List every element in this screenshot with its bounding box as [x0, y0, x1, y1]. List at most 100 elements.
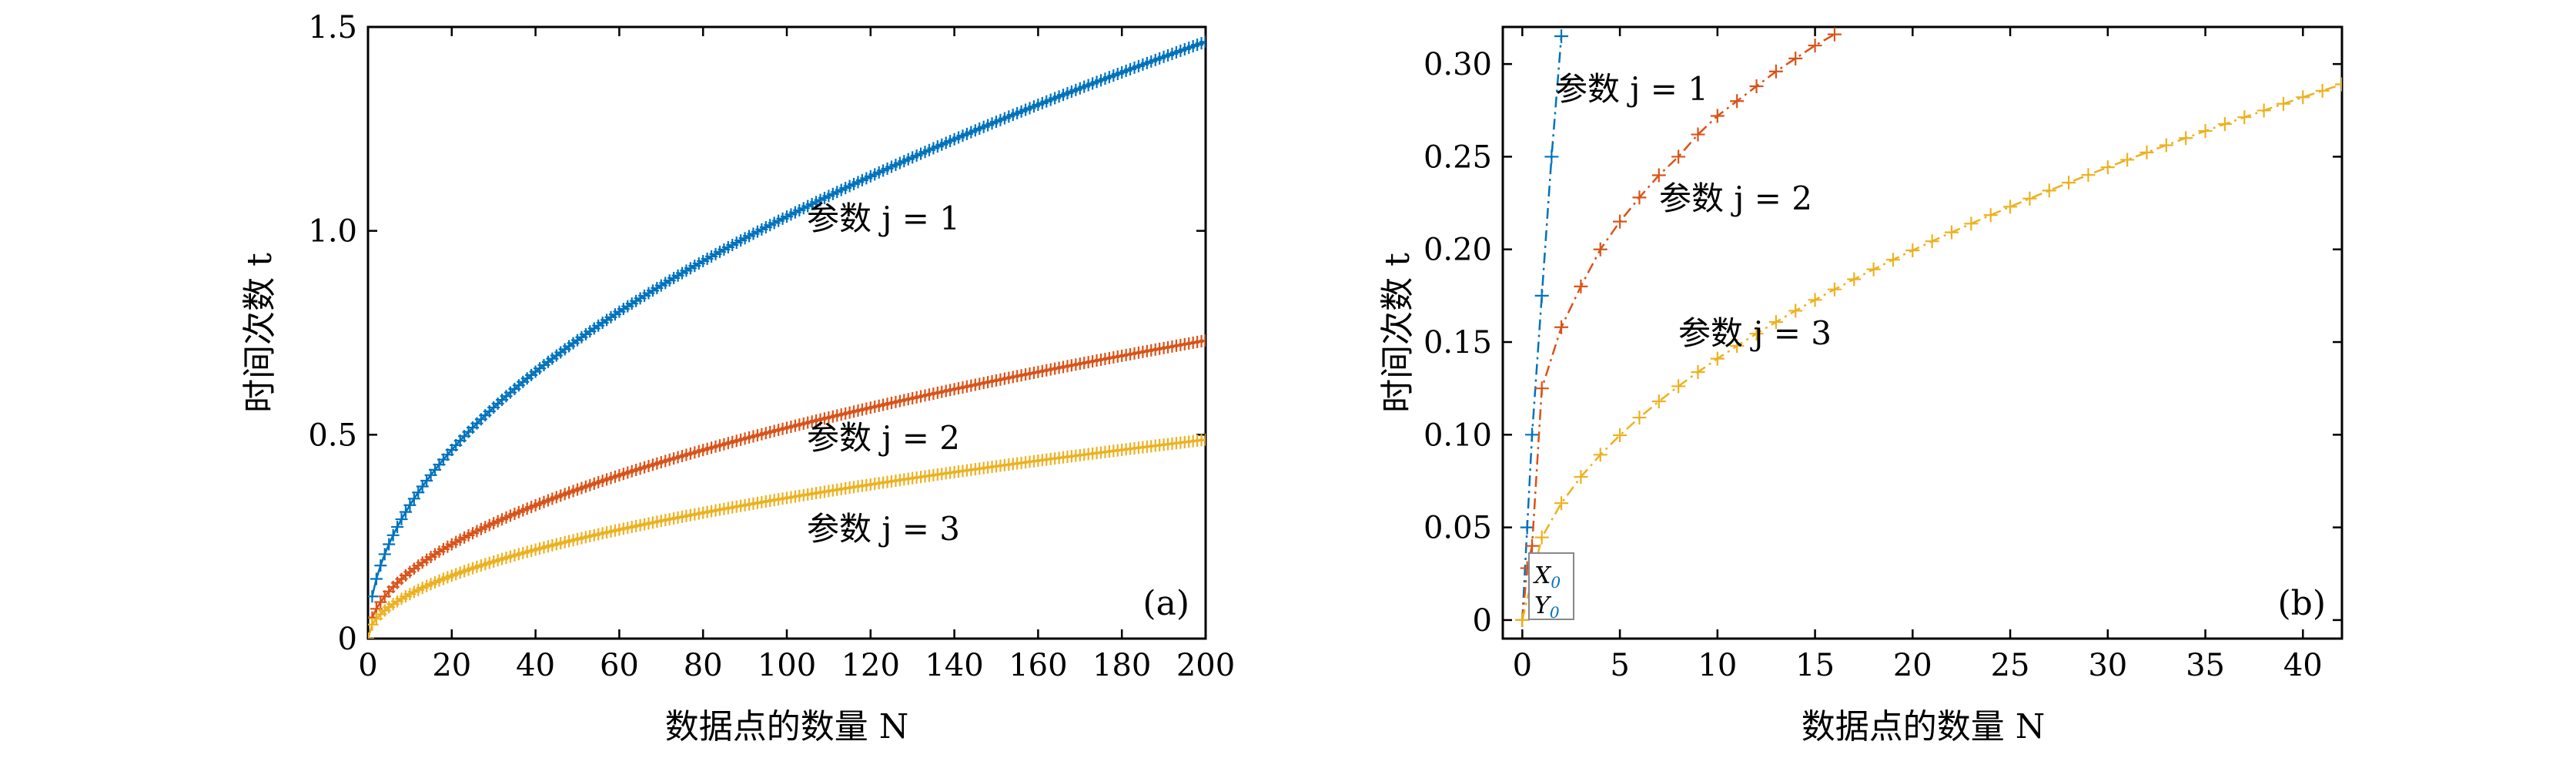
plot-frame-b	[1501, 25, 2343, 640]
series-line-a-1	[371, 41, 1206, 597]
x-tick-label-a: 60	[600, 648, 639, 683]
marker-b-3	[2296, 90, 2310, 105]
marker-b-1	[1554, 29, 1569, 44]
series-line-b-1	[1521, 35, 1563, 621]
y-axis-label-a: 时间次数 t	[240, 253, 279, 413]
marker-b-3	[2062, 176, 2076, 190]
x-tick-label-a: 80	[684, 648, 723, 683]
marker-a-1	[370, 572, 383, 585]
series-line-a-2	[371, 339, 1206, 619]
marker-a-1	[374, 559, 387, 572]
marker-a-1	[368, 590, 379, 603]
x-tick-label-a: 20	[432, 648, 471, 683]
marker-b-3	[2120, 153, 2135, 167]
marker-b-2	[1788, 51, 1803, 65]
marker-b-1	[1525, 428, 1540, 442]
x-tick-label-b: 25	[1991, 648, 2030, 683]
marker-a-3	[368, 632, 374, 639]
y-tick-label-b: 0.10	[1423, 418, 1492, 453]
marker-b-2	[1808, 39, 1822, 53]
marker-b-3	[1885, 253, 1900, 267]
marker-b-3	[2257, 103, 2271, 118]
marker-b-2	[1525, 538, 1540, 553]
marker-b-3	[1768, 315, 1783, 330]
marker-b-3	[2237, 110, 2252, 125]
marker-b-3	[1964, 216, 1979, 231]
series-label-a-3: 参数 j = 3	[807, 510, 960, 548]
marker-a-3	[1199, 433, 1206, 446]
chart-panel-b: 0 5 10 15 20 25 30 35 40 0 0.05 0.10 0.15 0.20 0.25 0.3…	[1378, 25, 2343, 746]
x-tick-label-a: 200	[1176, 648, 1235, 683]
chart-panel-a: 0 20 40 60 80 100 120 140 160 180 200 0 0.5 1.0 1.5 (a…	[240, 10, 1235, 746]
y-tick-label-a: 1.0	[308, 214, 357, 250]
marker-b-2	[1671, 149, 1686, 164]
marker-b-3	[2139, 145, 2154, 159]
series-label-b-2: 参数 j = 2	[1659, 179, 1812, 217]
marker-b-3	[2179, 131, 2193, 146]
series-group-b	[1515, 27, 2342, 627]
marker-b-3	[1651, 394, 1666, 409]
marker-b-3	[2217, 117, 2232, 132]
x-tick-label-b: 30	[2088, 648, 2127, 683]
series-label-a-1: 参数 j = 1	[807, 200, 960, 237]
marker-b-3	[1788, 304, 1803, 318]
series-label-b-3: 参数 j = 3	[1678, 314, 1832, 352]
marker-b-3	[1593, 448, 1607, 462]
x-tick-label-b: 0	[1513, 648, 1532, 683]
marker-b-1	[1534, 288, 1549, 303]
marker-b-3	[2315, 83, 2330, 98]
x-tick-label-a: 160	[1009, 648, 1067, 683]
marker-a-1	[391, 521, 404, 534]
series-label-b-1: 参数 j = 1	[1555, 70, 1708, 108]
series-label-a-2: 参数 j = 2	[807, 419, 960, 457]
marker-a-1	[1199, 35, 1206, 49]
legend-inset-box	[1528, 552, 1574, 620]
marker-b-2	[1827, 27, 1842, 42]
x-tick-label-b: 40	[2283, 648, 2323, 683]
marker-b-3	[1827, 282, 1842, 297]
marker-b-3	[2081, 168, 2096, 183]
x-tick-label-b: 35	[2186, 648, 2225, 683]
marker-b-2	[1632, 190, 1647, 205]
y-tick-label-a: 1.5	[308, 10, 357, 45]
plot-frame-a	[366, 25, 1207, 640]
marker-b-2	[1730, 94, 1745, 109]
x-tick-label-a: 140	[925, 648, 983, 683]
marker-a-1	[383, 538, 396, 551]
marker-b-3	[1847, 272, 1862, 287]
marker-b-3	[1554, 496, 1569, 511]
y-tick-label-b: 0.20	[1423, 233, 1492, 268]
marker-b-3	[1515, 612, 1530, 627]
x-axis-label-a: 数据点的数量 N	[665, 707, 909, 746]
legend-inset-b: X0 Y0	[1528, 552, 1574, 622]
x-tick-label-b: 20	[1893, 648, 1932, 683]
axis-ticks-a: 0 20 40 60 80 100 120 140 160 180 200 0 0.5 1.0 1.5	[308, 10, 1235, 683]
marker-b-3	[1866, 262, 1881, 277]
x-tick-label-a: 120	[841, 648, 900, 683]
marker-b-2	[1691, 127, 1705, 142]
marker-a-1	[386, 528, 400, 542]
marker-a-1	[403, 498, 417, 511]
marker-b-2	[1593, 242, 1607, 257]
marker-b-3	[2003, 200, 2018, 214]
marker-b-3	[1671, 379, 1686, 394]
series-line-b-3	[1521, 83, 2342, 621]
panel-label-b: (b)	[2278, 584, 2327, 623]
marker-b-3	[2198, 124, 2213, 139]
x-tick-label-a: 0	[358, 648, 377, 683]
marker-b-3	[2042, 183, 2056, 198]
marker-b-3	[1925, 234, 1939, 249]
marker-b-2	[1554, 320, 1569, 334]
marker-a-2	[1199, 334, 1206, 347]
marker-b-3	[1749, 327, 1764, 341]
y-tick-label-b: 0.30	[1423, 47, 1492, 82]
series-clip-b	[1515, 27, 2342, 627]
axis-ticks-b: 0 5 10 15 20 25 30 35 40 0 0.05 0.10 0.15 0.20 0.25 0.3…	[1423, 27, 2342, 683]
marker-b-3	[1534, 530, 1549, 545]
marker-a-1	[407, 492, 420, 505]
x-tick-label-a: 100	[758, 648, 816, 683]
marker-b-3	[1574, 470, 1588, 485]
series-clip-a	[368, 35, 1206, 639]
marker-b-2	[1710, 109, 1725, 123]
